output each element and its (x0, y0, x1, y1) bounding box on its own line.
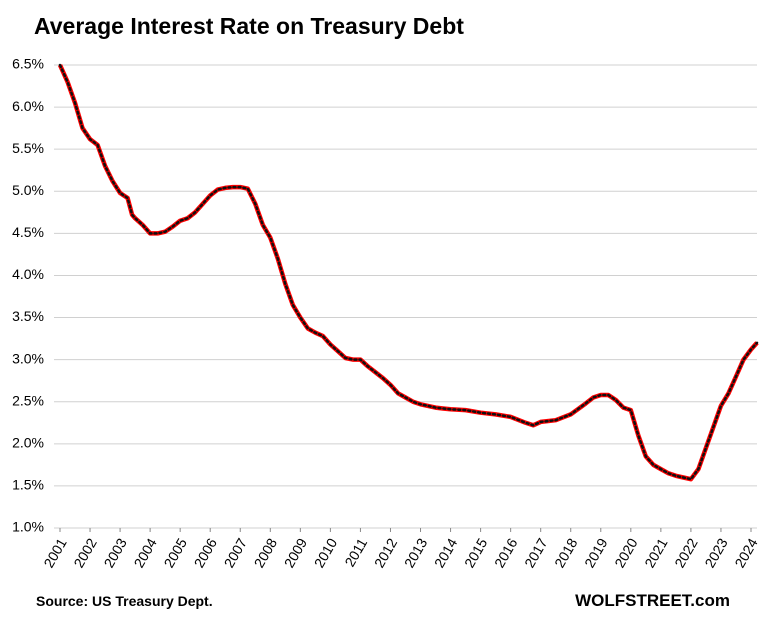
y-tick-label: 2.0% (12, 435, 44, 451)
x-tick-label: 2004 (130, 535, 160, 570)
y-tick-label: 2.5% (12, 392, 44, 408)
x-tick-label: 2024 (731, 535, 761, 570)
line-dots (58, 63, 759, 481)
x-tick-label: 2021 (641, 535, 671, 570)
y-tick-label: 1.0% (12, 519, 44, 535)
x-tick-label: 2008 (251, 535, 281, 570)
y-tick-label: 3.0% (12, 350, 44, 366)
x-tick-label: 2019 (581, 535, 611, 570)
credit: WOLFSTREET.com (575, 591, 730, 610)
y-tick-label: 4.5% (12, 224, 44, 240)
x-tick-label: 2010 (311, 535, 341, 570)
x-tick-label: 2002 (70, 535, 100, 570)
x-tick-label: 2013 (401, 535, 431, 570)
x-tick-label: 2012 (371, 535, 401, 570)
x-tick-label: 2017 (521, 535, 551, 570)
x-tick-label: 2014 (431, 535, 461, 570)
x-tick-label: 2015 (461, 535, 491, 570)
x-tick-label: 2006 (191, 535, 221, 570)
source-note: Source: US Treasury Dept. (36, 593, 213, 609)
x-tick-label: 2007 (221, 535, 251, 570)
x-tick-label: 2023 (701, 535, 731, 570)
x-tick-label: 2005 (161, 535, 191, 570)
y-tick-label: 6.0% (12, 98, 44, 114)
x-tick-label: 2020 (611, 535, 641, 570)
y-tick-label: 3.5% (12, 308, 44, 324)
y-tick-label: 5.0% (12, 182, 44, 198)
x-tick-label: 2009 (281, 535, 311, 570)
x-tick-label: 2016 (491, 535, 521, 570)
x-tick-label: 2018 (551, 535, 581, 570)
y-tick-label: 4.0% (12, 266, 44, 282)
chart-title: Average Interest Rate on Treasury Debt (34, 13, 464, 39)
y-tick-label: 5.5% (12, 140, 44, 156)
line (57, 64, 759, 482)
x-tick-label: 2003 (100, 535, 130, 570)
y-tick-label: 1.5% (12, 477, 44, 493)
x-tick-label: 2011 (341, 535, 370, 569)
y-tick-label: 6.5% (12, 56, 44, 72)
x-tick-label: 2022 (671, 535, 701, 570)
x-tick-label: 2001 (40, 535, 70, 570)
